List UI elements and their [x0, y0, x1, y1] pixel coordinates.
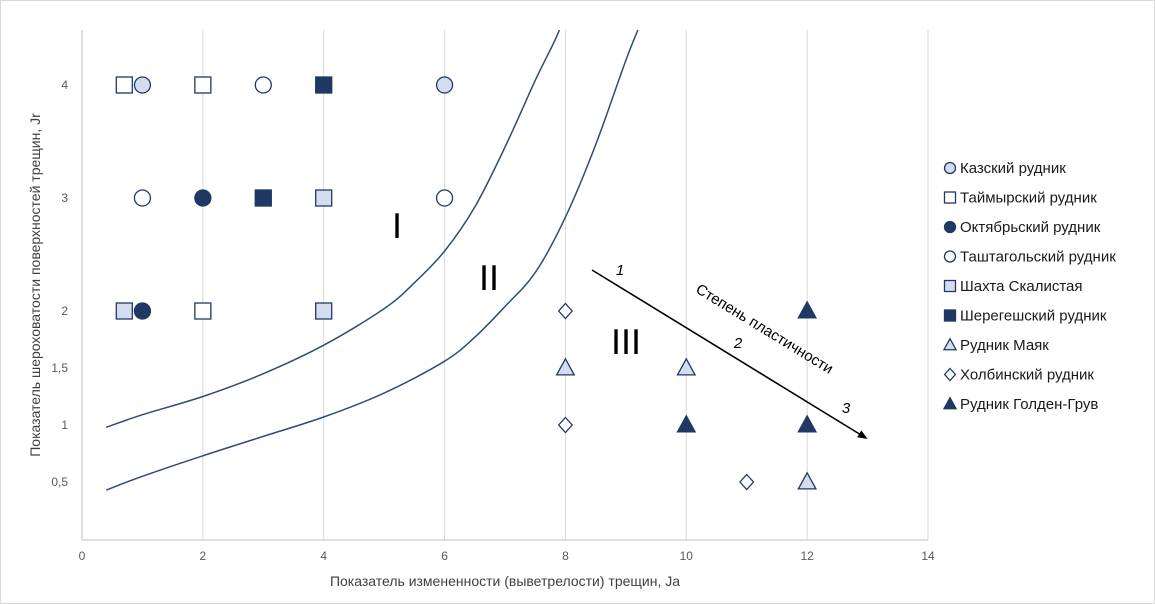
legend-label-6: Шерегешский рудник	[960, 308, 1107, 325]
x-tick-label: 8	[562, 549, 569, 563]
data-point-4-2	[133, 189, 152, 207]
data-point-7-2	[676, 357, 697, 376]
legend-label-1: Казский рудник	[960, 160, 1066, 177]
data-point-9-2	[676, 414, 697, 433]
legend-label-3: Октябрьский рудник	[960, 219, 1101, 236]
data-point-5-1	[315, 189, 333, 207]
zone-label-3: III	[611, 323, 641, 363]
legend-marker-7	[942, 337, 958, 351]
data-point-2-2	[194, 76, 212, 94]
y-tick-label: 2	[61, 304, 68, 318]
data-point-9-1	[797, 300, 818, 319]
boundary-curves	[105, 29, 639, 491]
legend-label-8: Холбинский рудник	[960, 367, 1094, 384]
y-tick-label: 0,5	[51, 475, 68, 489]
data-point-1-2	[435, 76, 454, 94]
plasticity-num-2: 2	[733, 335, 743, 352]
data-points	[115, 76, 818, 491]
legend-marker-1	[943, 161, 957, 175]
y-tick-label: 4	[61, 78, 68, 92]
data-point-3-1	[194, 189, 212, 207]
legend-marker-5	[943, 279, 957, 293]
data-point-2-3	[194, 302, 212, 320]
data-point-8-3	[739, 473, 755, 491]
y-axis-title: Показатель шероховатости поверхностей тр…	[27, 113, 43, 457]
boundary-curve-1	[105, 29, 561, 429]
legend-marker-8	[943, 367, 957, 382]
plasticity-num-3: 3	[842, 400, 851, 417]
data-point-8-1	[557, 302, 574, 320]
x-tick-label: 2	[200, 549, 207, 563]
boundary-curve-2	[105, 29, 639, 491]
data-point-7-3	[797, 471, 818, 490]
y-tick-label: 3	[61, 191, 68, 205]
legend-label-9: Рудник Голден-Грув	[960, 396, 1098, 413]
legend-marker-4	[943, 250, 957, 263]
plasticity-arrow	[591, 269, 868, 440]
x-tick-label: 4	[320, 549, 327, 563]
legend-label-7: Рудник Маяк	[960, 337, 1049, 354]
data-point-9-3	[797, 414, 818, 433]
legend-label-4: Таштагольский рудник	[960, 249, 1116, 266]
x-tick-label: 0	[79, 549, 86, 563]
y-tick-label: 1,5	[51, 361, 68, 375]
x-tick-label: 14	[921, 549, 935, 563]
zone-label-2: II	[479, 259, 499, 299]
data-point-4-3	[435, 189, 454, 207]
data-point-2-1	[115, 76, 133, 94]
zone-label-1: I	[392, 207, 402, 247]
data-point-6-1	[315, 76, 333, 94]
x-tick-label: 12	[800, 549, 814, 563]
x-tick-label: 6	[441, 549, 448, 563]
data-point-1-1	[133, 76, 152, 94]
legend-marker-6	[943, 309, 957, 322]
legend-marker-3	[943, 220, 957, 234]
x-axis-title: Показатель измененности (выветрелости) т…	[330, 573, 680, 589]
x-tick-label: 10	[680, 549, 694, 563]
data-point-5-3	[315, 302, 333, 320]
legend: Казский рудник Таймырский рудник Октябрьск…	[942, 160, 1116, 413]
data-point-3-2	[133, 302, 152, 320]
legend-marker-9	[942, 396, 958, 410]
legend-marker-2	[943, 191, 957, 204]
y-tick-label: 1	[61, 418, 68, 432]
data-point-7-1	[555, 357, 576, 376]
data-point-5-2	[115, 302, 133, 320]
legend-label-2: Таймырский рудник	[960, 190, 1097, 207]
data-point-6-2	[254, 189, 272, 207]
data-point-8-2	[557, 416, 574, 434]
plasticity-num-1: 1	[616, 262, 624, 279]
legend-label-5: Шахта Скалистая	[960, 278, 1083, 295]
grid-lines	[202, 30, 929, 540]
data-point-4-1	[254, 76, 272, 94]
